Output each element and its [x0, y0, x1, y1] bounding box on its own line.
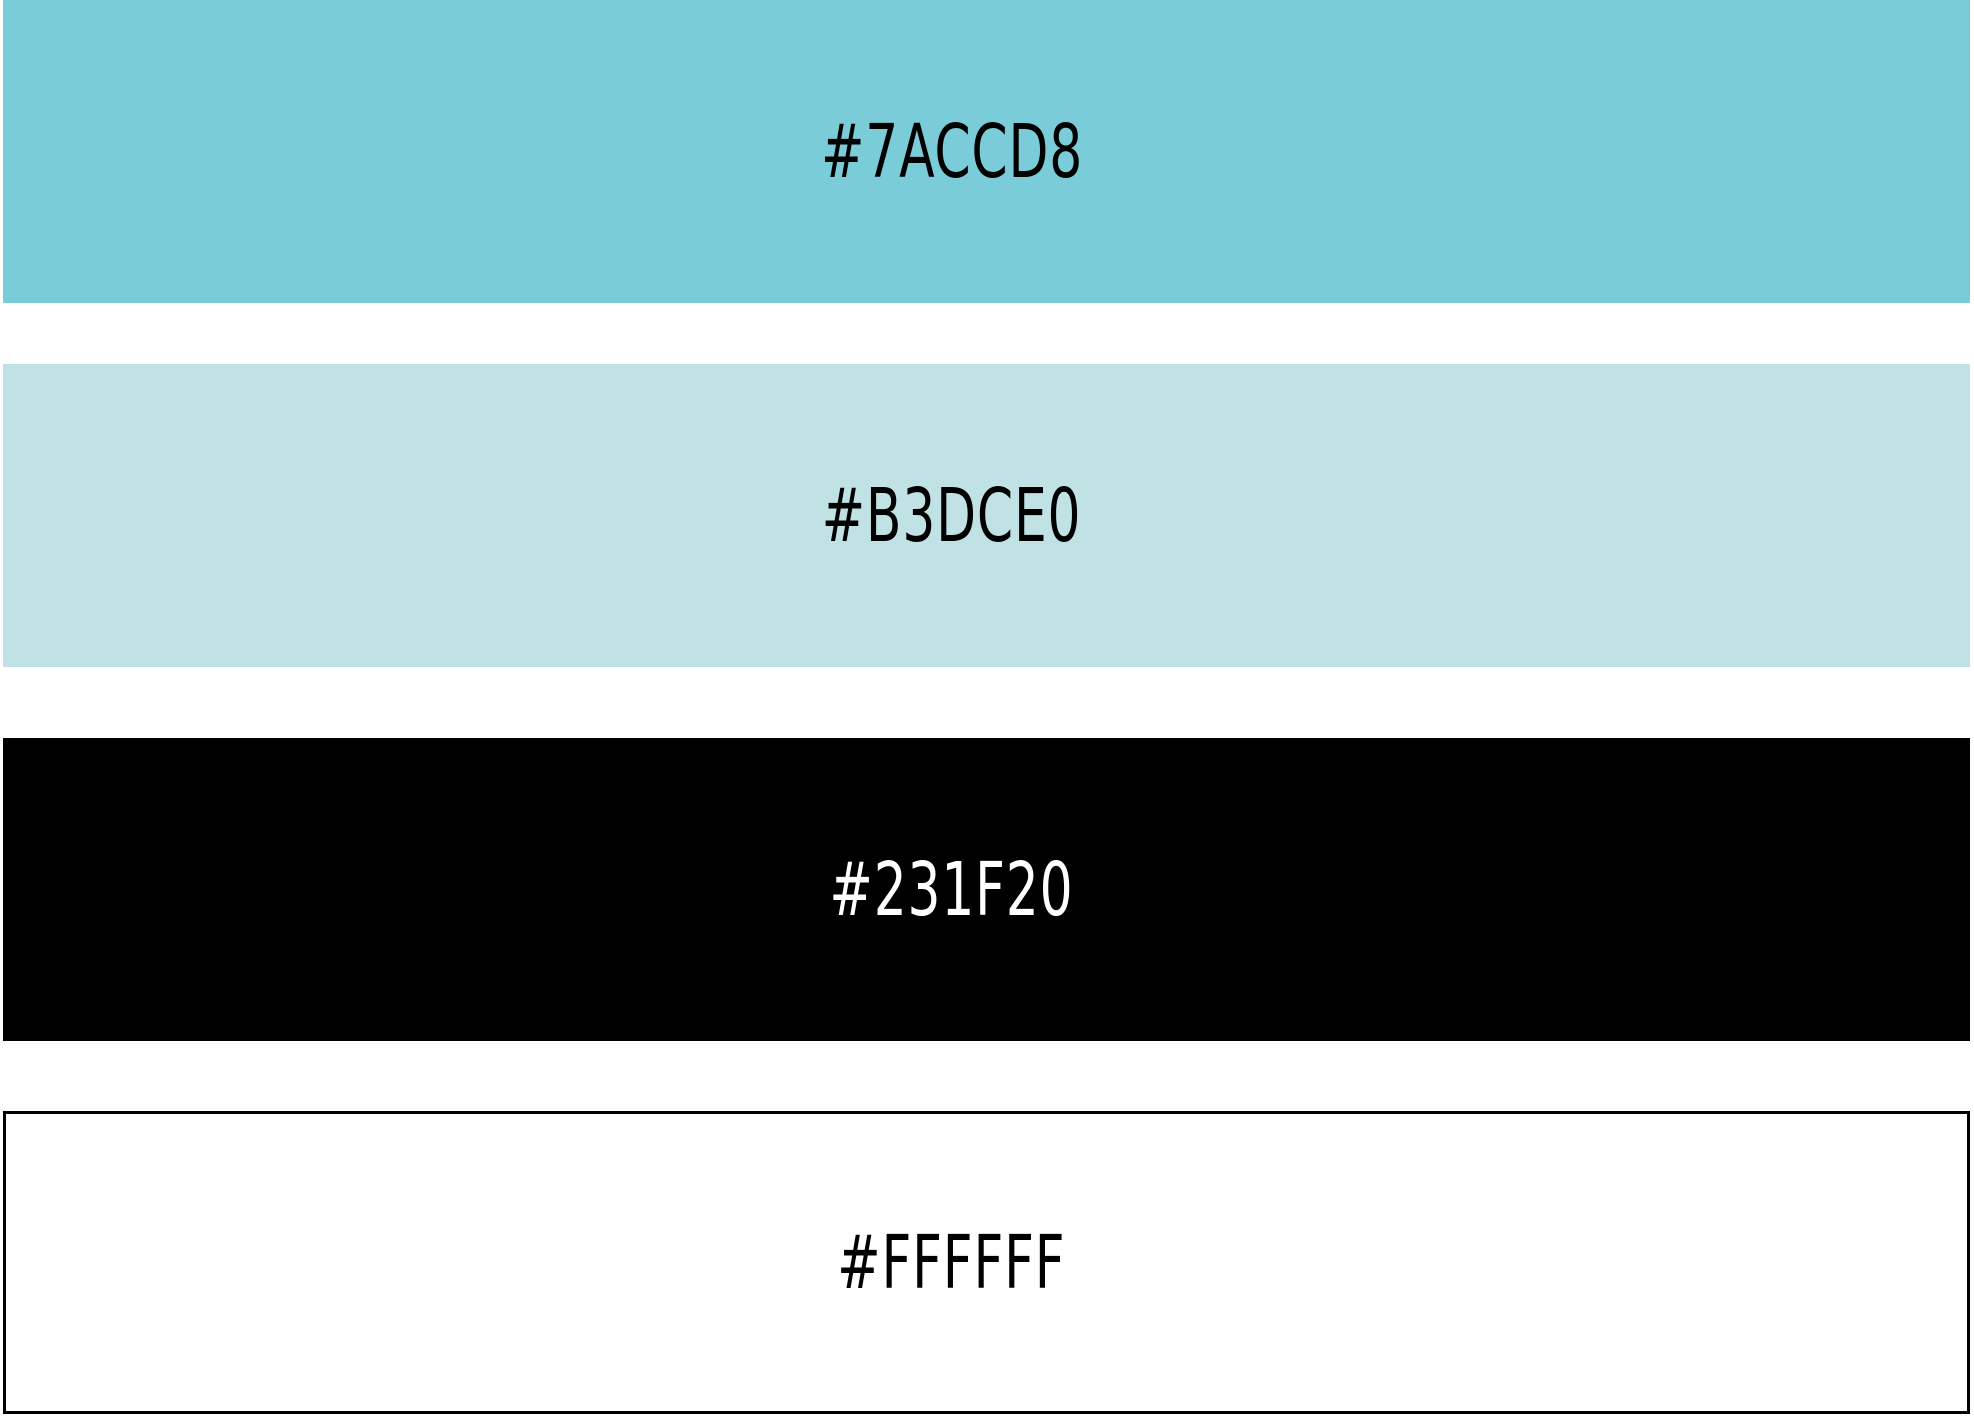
swatch-label: #7ACCD8	[820, 108, 1083, 195]
swatch-white: #FFFFFF	[3, 1111, 1970, 1414]
swatch-teal: #7ACCD8	[3, 0, 1970, 303]
swatch-label: #FFFFFF	[837, 1219, 1066, 1306]
swatch-label: #B3DCE0	[821, 472, 1082, 559]
swatch-label: #231F20	[829, 846, 1074, 933]
swatch-light-teal: #B3DCE0	[3, 364, 1970, 667]
swatch-black: #231F20	[3, 738, 1970, 1041]
